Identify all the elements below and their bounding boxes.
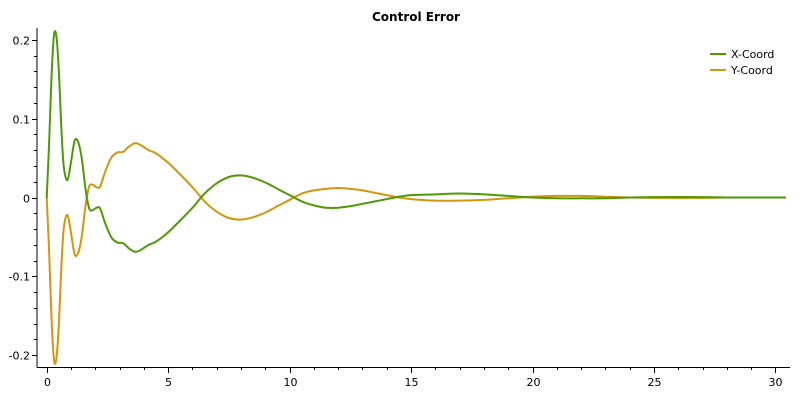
legend: X-Coord Y-Coord xyxy=(710,48,774,77)
x-tick-label: 30 xyxy=(769,376,783,389)
series-layer xyxy=(45,30,787,365)
y-tick-label: -0.2 xyxy=(9,350,30,363)
x-tick-label: 5 xyxy=(165,376,172,389)
x-tick-label: 10 xyxy=(284,376,298,389)
axes: 0.2 0.1 0 -0.1 -0.2 0 5 10 15 20 25 30 xyxy=(9,28,790,389)
series-line-y-coord xyxy=(45,142,787,365)
y-tick-label: 0.2 xyxy=(13,35,31,48)
x-tick-label: 15 xyxy=(405,376,419,389)
series-line-x-coord xyxy=(45,30,787,253)
x-tick-label: 25 xyxy=(648,376,662,389)
y-tick-label: 0 xyxy=(23,193,30,206)
x-tick-label: 0 xyxy=(44,376,51,389)
chart-title: Control Error xyxy=(372,10,460,24)
x-tick-label: 20 xyxy=(527,376,541,389)
y-tick-label: 0.1 xyxy=(13,114,31,127)
legend-label: X-Coord xyxy=(731,48,774,61)
y-tick-label: -0.1 xyxy=(9,271,30,284)
legend-label: Y-Coord xyxy=(730,64,773,77)
